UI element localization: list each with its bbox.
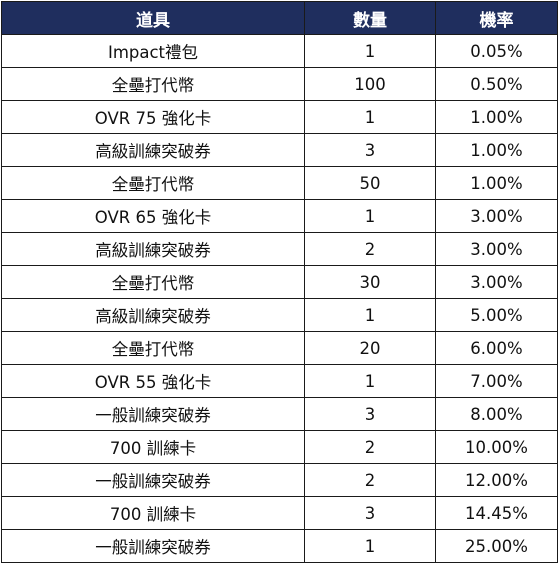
table-row: 700 訓練卡 2 10.00% <box>1 430 558 464</box>
cell-probability: 25.00% <box>435 529 558 563</box>
cell-item: 全壘打代幣 <box>1 331 305 365</box>
table-row: 高級訓練突破券 1 5.00% <box>1 298 558 332</box>
table-row: 全壘打代幣 30 3.00% <box>1 265 558 299</box>
column-header-quantity: 數量 <box>304 1 436 35</box>
cell-item: OVR 55 強化卡 <box>1 364 305 398</box>
cell-item: 全壘打代幣 <box>1 166 305 200</box>
cell-probability: 10.00% <box>435 430 558 464</box>
table-row: Impact禮包 1 0.05% <box>1 34 558 68</box>
column-header-probability: 機率 <box>435 1 558 35</box>
cell-quantity: 1 <box>304 199 436 233</box>
cell-probability: 1.00% <box>435 133 558 167</box>
table-row: 高級訓練突破券 3 1.00% <box>1 133 558 167</box>
cell-item: OVR 75 強化卡 <box>1 100 305 134</box>
cell-quantity: 2 <box>304 430 436 464</box>
cell-probability: 1.00% <box>435 166 558 200</box>
cell-quantity: 100 <box>304 67 436 101</box>
table-body: Impact禮包 1 0.05% 全壘打代幣 100 0.50% OVR 75 強化卡 1 1.… <box>1 34 558 563</box>
cell-quantity: 1 <box>304 100 436 134</box>
cell-item: Impact禮包 <box>1 34 305 68</box>
cell-item: 700 訓練卡 <box>1 496 305 530</box>
cell-quantity: 30 <box>304 265 436 299</box>
table-row: OVR 65 強化卡 1 3.00% <box>1 199 558 233</box>
table-row: OVR 75 強化卡 1 1.00% <box>1 100 558 134</box>
table-row: 全壘打代幣 20 6.00% <box>1 331 558 365</box>
column-header-item: 道具 <box>1 1 305 35</box>
cell-quantity: 1 <box>304 529 436 563</box>
cell-probability: 6.00% <box>435 331 558 365</box>
table-row: OVR 55 強化卡 1 7.00% <box>1 364 558 398</box>
cell-item: 高級訓練突破券 <box>1 298 305 332</box>
cell-item: 一般訓練突破券 <box>1 397 305 431</box>
cell-quantity: 2 <box>304 463 436 497</box>
cell-probability: 7.00% <box>435 364 558 398</box>
cell-probability: 8.00% <box>435 397 558 431</box>
cell-item: OVR 65 強化卡 <box>1 199 305 233</box>
cell-quantity: 50 <box>304 166 436 200</box>
cell-probability: 3.00% <box>435 232 558 266</box>
cell-quantity: 3 <box>304 397 436 431</box>
cell-probability: 5.00% <box>435 298 558 332</box>
cell-probability: 0.05% <box>435 34 558 68</box>
table-row: 一般訓練突破券 3 8.00% <box>1 397 558 431</box>
cell-item: 700 訓練卡 <box>1 430 305 464</box>
cell-item: 高級訓練突破券 <box>1 232 305 266</box>
cell-quantity: 1 <box>304 298 436 332</box>
cell-probability: 3.00% <box>435 265 558 299</box>
cell-item: 一般訓練突破券 <box>1 463 305 497</box>
table-row: 一般訓練突破券 2 12.00% <box>1 463 558 497</box>
cell-quantity: 2 <box>304 232 436 266</box>
cell-quantity: 3 <box>304 133 436 167</box>
table-row: 一般訓練突破券 1 25.00% <box>1 529 558 563</box>
cell-probability: 0.50% <box>435 67 558 101</box>
cell-item: 全壘打代幣 <box>1 265 305 299</box>
header-row: 道具 數量 機率 <box>1 1 558 35</box>
cell-item: 高級訓練突破券 <box>1 133 305 167</box>
cell-quantity: 1 <box>304 364 436 398</box>
table-row: 全壘打代幣 50 1.00% <box>1 166 558 200</box>
cell-item: 全壘打代幣 <box>1 67 305 101</box>
cell-item: 一般訓練突破券 <box>1 529 305 563</box>
table-row: 高級訓練突破券 2 3.00% <box>1 232 558 266</box>
cell-quantity: 3 <box>304 496 436 530</box>
cell-probability: 3.00% <box>435 199 558 233</box>
cell-quantity: 20 <box>304 331 436 365</box>
table-row: 700 訓練卡 3 14.45% <box>1 496 558 530</box>
cell-probability: 14.45% <box>435 496 558 530</box>
table-row: 全壘打代幣 100 0.50% <box>1 67 558 101</box>
cell-quantity: 1 <box>304 34 436 68</box>
table-header: 道具 數量 機率 <box>1 1 558 35</box>
cell-probability: 12.00% <box>435 463 558 497</box>
cell-probability: 1.00% <box>435 100 558 134</box>
